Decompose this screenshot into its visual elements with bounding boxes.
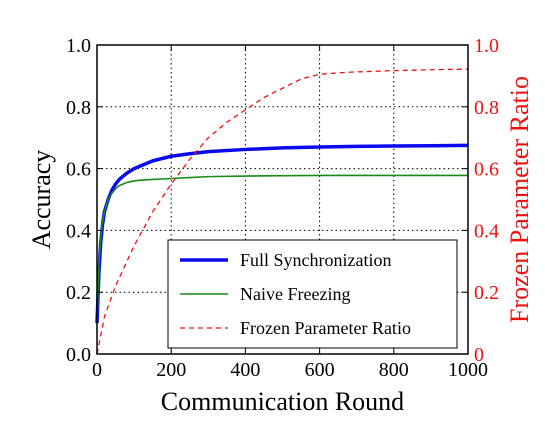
x-tick-label: 1000: [448, 359, 488, 381]
y-tick-label-right: 1.0: [474, 35, 499, 57]
x-tick-label: 400: [230, 359, 260, 381]
y-tick-label-left: 0.0: [66, 344, 91, 366]
series-line-naive-freezing: [96, 174, 468, 324]
plot-frame: [96, 44, 469, 355]
y-tick-label-right: 0.4: [474, 220, 499, 242]
legend-label-frozen-parameter-ratio: Frozen Parameter Ratio: [240, 318, 411, 338]
x-tick-label: 200: [156, 359, 186, 381]
legend: Full Synchronization Naive Freezing Froz…: [167, 239, 458, 349]
x-axis-label: Communication Round: [161, 387, 404, 416]
y-tick-label-right: 0.8: [474, 97, 499, 119]
y-tick-label-left: 1.0: [66, 35, 91, 57]
x-tick-label: 800: [379, 359, 409, 381]
series-layer: [95, 68, 469, 355]
legend-label-naive-freezing: Naive Freezing: [240, 284, 350, 304]
y-tick-label-left: 0.2: [66, 282, 91, 304]
y-tick-label-left: 0.8: [66, 97, 91, 119]
legend-label-full-synchronization: Full Synchronization: [240, 250, 392, 270]
series-line-frozen-parameter-ratio: [96, 68, 469, 355]
y-tick-label-right: 0: [474, 344, 484, 366]
y-tick-label-right: 0.2: [474, 282, 499, 304]
y-tick-label-right: 0.6: [474, 159, 499, 181]
y-axis-label-right: Frozen Parameter Ratio: [505, 76, 534, 323]
y-tick-label-left: 0.4: [66, 220, 91, 242]
y-tick-label-left: 0.6: [66, 159, 91, 181]
y-axis-label-left: Accuracy: [27, 150, 56, 250]
x-tick-label: 600: [305, 359, 335, 381]
ticks: 0 200 400 600 800 1000 0.0 0.2 0.4 0.6 0.8 1.0 0 0.2 0…: [66, 35, 499, 381]
x-tick-label: 0: [92, 359, 102, 381]
